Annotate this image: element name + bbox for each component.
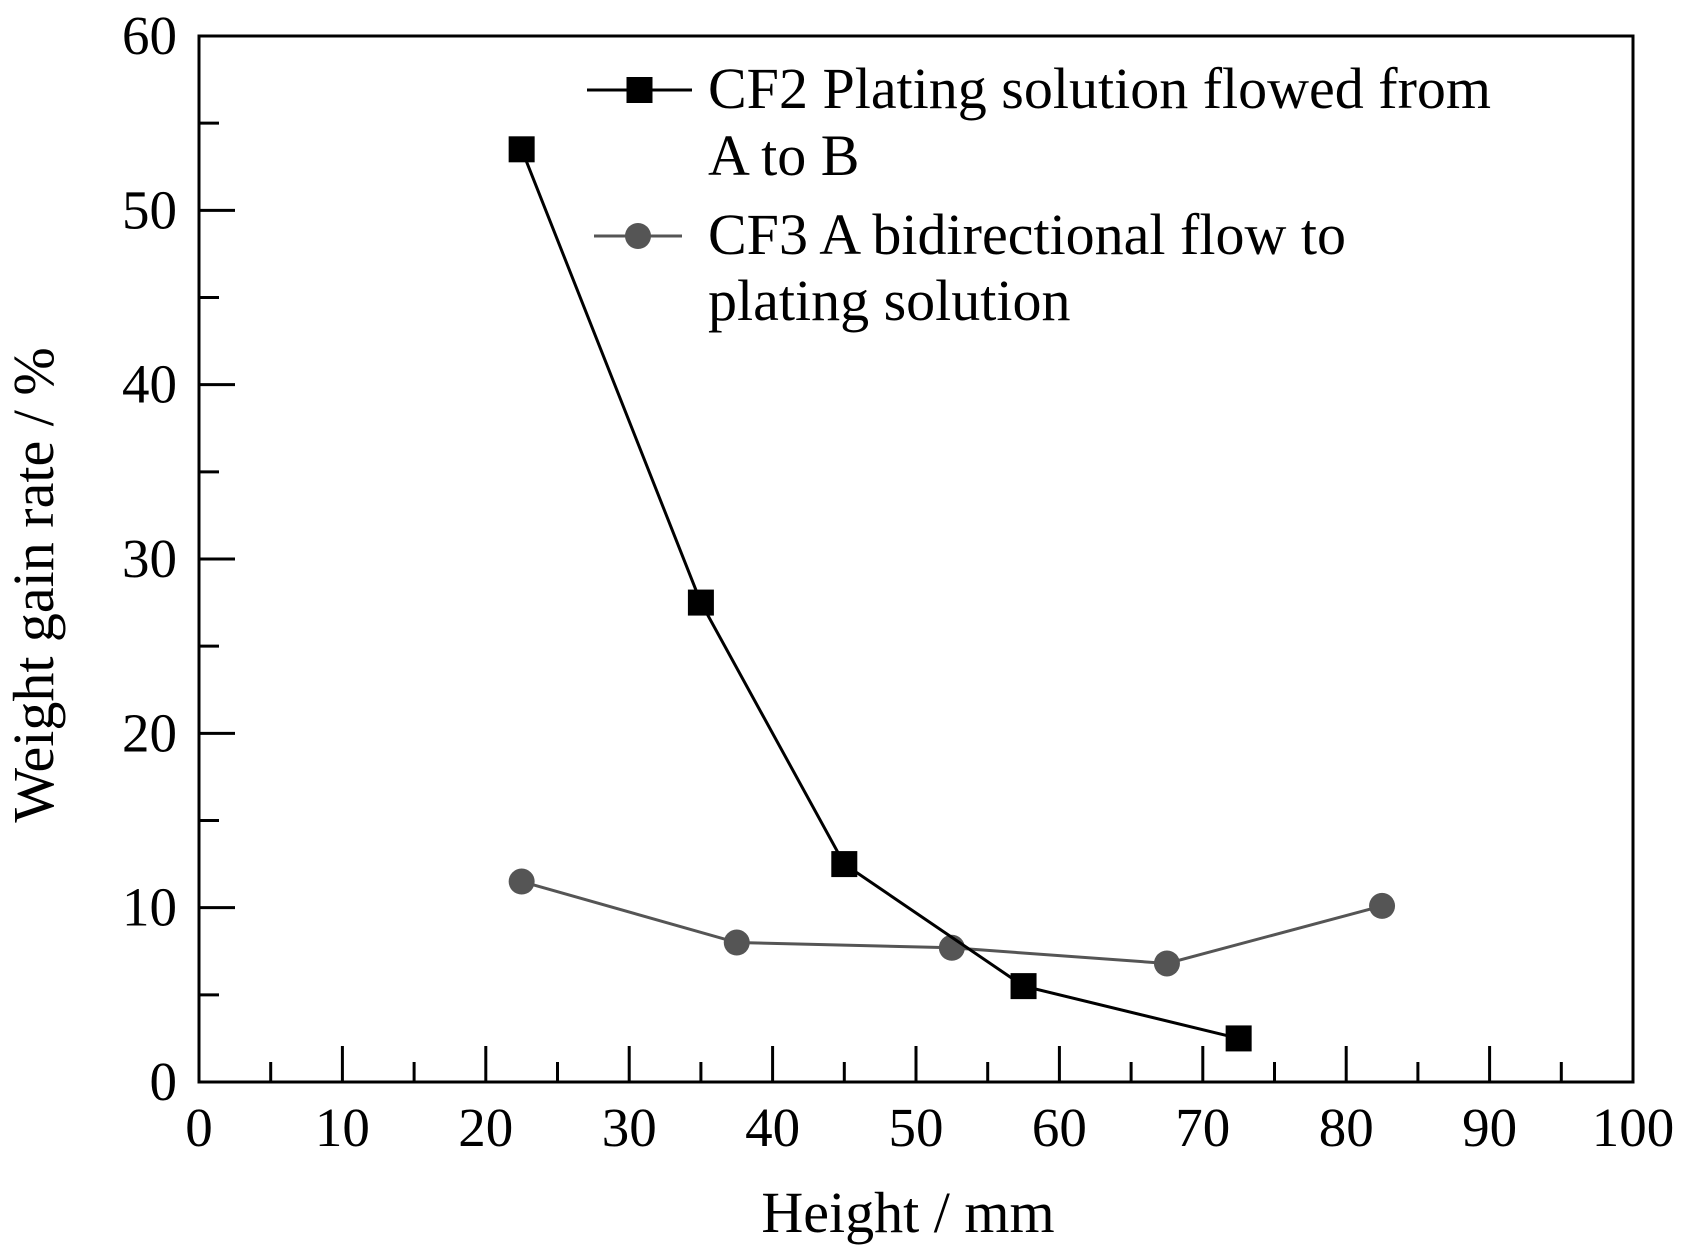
- x-tick-label: 80: [1319, 1097, 1374, 1158]
- y-tick-label: 20: [122, 702, 177, 763]
- x-tick-label: 20: [458, 1097, 513, 1158]
- legend-label: CF2 Plating solution flowed from: [708, 56, 1491, 121]
- legend-label: CF3 A bidirectional flow to: [708, 202, 1346, 267]
- x-axis-title: Height / mm: [761, 1180, 1054, 1245]
- axes: 0 10 20 30 40 50 60 70 80 90 100 0 10 20 30 40 50 60: [122, 5, 1674, 1158]
- series-2: [508, 868, 1396, 977]
- series-2-point: [723, 929, 750, 956]
- plot-area: [508, 136, 1396, 1052]
- legend-marker: [626, 77, 653, 103]
- series-2-point: [1369, 892, 1396, 919]
- x-tick-label: 70: [1175, 1097, 1230, 1158]
- series-1-point: [687, 589, 714, 616]
- y-tick-label: 0: [150, 1051, 178, 1112]
- plot-frame: [197, 34, 1635, 1084]
- x-tick-label: 90: [1462, 1097, 1517, 1158]
- x-tick-label: 10: [315, 1097, 370, 1158]
- series-1-point: [508, 136, 535, 163]
- y-axis-title: Weight gain rate / %: [1, 347, 66, 822]
- legend-label: A to B: [708, 123, 860, 188]
- y-tick-label: 30: [122, 528, 177, 589]
- x-tick-label: 60: [1032, 1097, 1087, 1158]
- legend-label: plating solution: [708, 268, 1071, 333]
- legend-marker: [625, 223, 651, 249]
- series-1: [508, 136, 1252, 1052]
- y-tick-label: 50: [122, 179, 177, 240]
- x-tick-label: 30: [602, 1097, 657, 1158]
- y-tick-label: 10: [122, 877, 177, 938]
- series-2-point: [508, 868, 535, 895]
- series-1-point: [831, 851, 858, 878]
- y-tick-label: 60: [122, 5, 177, 66]
- series-2-point: [1153, 950, 1180, 977]
- x-tick-label: 40: [745, 1097, 800, 1158]
- series-1-point: [1010, 973, 1037, 1000]
- y-tick-label: 40: [122, 354, 177, 415]
- x-tick-label: 0: [185, 1097, 213, 1158]
- x-tick-label: 50: [889, 1097, 944, 1158]
- x-tick-label: 100: [1592, 1097, 1675, 1158]
- series-1-point: [1225, 1025, 1252, 1052]
